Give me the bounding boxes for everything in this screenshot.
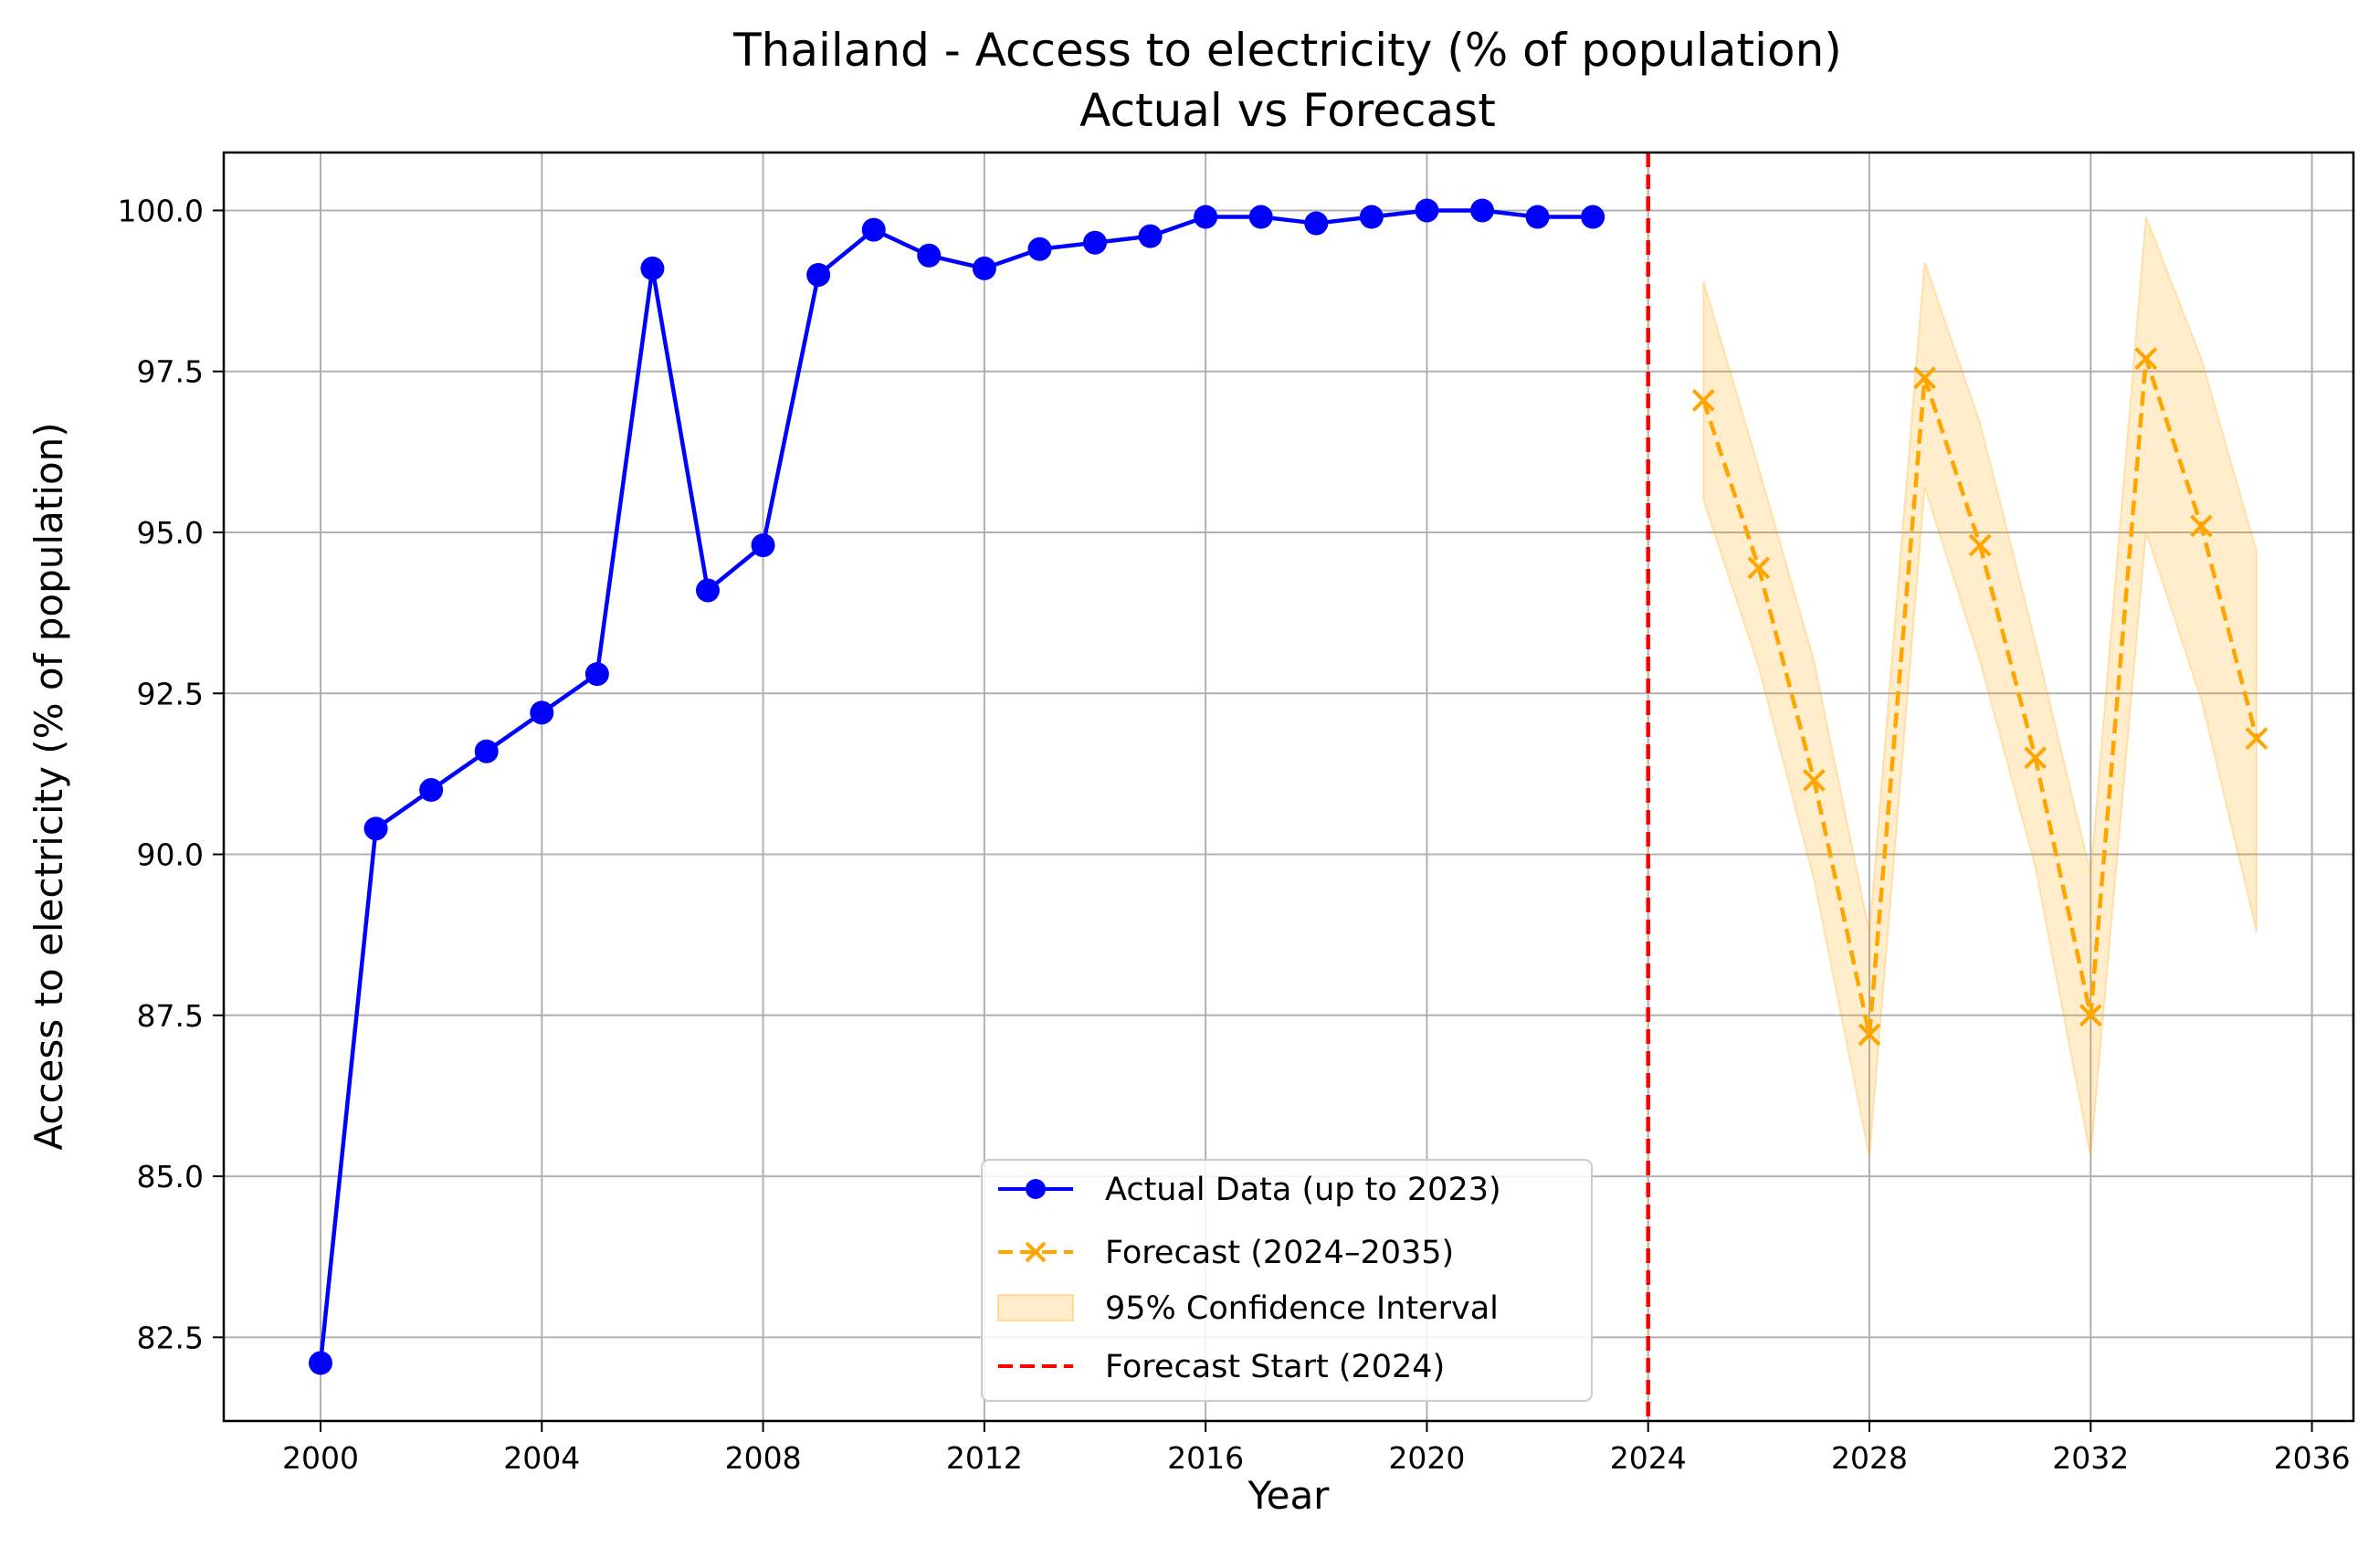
forecast-point bbox=[1913, 366, 1936, 390]
legend-box bbox=[981, 1159, 1593, 1402]
y-axis-ticks: 82.5 85.0 87.5 90.0 92.5 95.0 97.5 100.0 bbox=[118, 193, 224, 1355]
actual-point bbox=[419, 778, 444, 803]
actual-point bbox=[1525, 205, 1550, 229]
actual-point bbox=[1248, 205, 1273, 229]
y-tick-label: 82.5 bbox=[137, 1320, 204, 1355]
forecast-point bbox=[1691, 389, 1715, 412]
x-tick-label: 2016 bbox=[1167, 1440, 1244, 1476]
actual-point bbox=[972, 256, 996, 280]
x-tick-label: 2024 bbox=[1610, 1440, 1687, 1476]
x-tick-label: 2000 bbox=[282, 1440, 359, 1476]
plot-frame bbox=[222, 151, 2355, 1423]
actual-point bbox=[1415, 198, 1439, 223]
forecast-point bbox=[2024, 746, 2047, 770]
x-tick-label: 2032 bbox=[2052, 1440, 2129, 1476]
y-axis-label: Access to electricity (% of population) bbox=[26, 422, 71, 1150]
legend: Actual Data (up to 2023) Forecast (2024–… bbox=[981, 1159, 1593, 1402]
actual-point bbox=[1304, 211, 1329, 236]
forecast-point bbox=[2134, 347, 2158, 371]
forecast-point bbox=[1968, 533, 1992, 557]
legend-ci-swatch bbox=[997, 1294, 1074, 1321]
actual-point bbox=[917, 243, 942, 268]
chart-title: Thailand - Access to electricity (% of p… bbox=[732, 24, 1842, 77]
x-tick-label: 2020 bbox=[1388, 1440, 1465, 1476]
forecast-point bbox=[1747, 556, 1771, 580]
actual-point bbox=[1359, 205, 1384, 229]
actual-point bbox=[1470, 198, 1494, 223]
actual-point bbox=[363, 816, 388, 841]
y-tick-label: 100.0 bbox=[118, 193, 204, 228]
y-tick-label: 90.0 bbox=[137, 837, 204, 873]
forecast-point bbox=[2245, 727, 2268, 751]
forecast-point bbox=[1803, 769, 1826, 792]
x-axis-ticks: 2000 2004 2008 2012 2016 2020 2024 2028 2032 2036 bbox=[282, 1421, 2351, 1476]
actual-point bbox=[696, 578, 720, 603]
actual-point bbox=[861, 217, 886, 242]
actual-point bbox=[806, 262, 831, 287]
actual-point bbox=[530, 700, 554, 725]
forecast-point bbox=[1858, 1023, 1881, 1047]
y-tick-label: 85.0 bbox=[137, 1159, 204, 1194]
y-tick-label: 92.5 bbox=[137, 676, 204, 711]
y-tick-label: 97.5 bbox=[137, 354, 204, 390]
x-tick-label: 2004 bbox=[503, 1440, 580, 1476]
actual-point bbox=[474, 739, 499, 763]
x-axis-label: Year bbox=[1247, 1473, 1331, 1518]
actual-point bbox=[1194, 205, 1218, 229]
legend-forecast-label: Forecast (2024–2035) bbox=[1105, 1235, 1454, 1271]
chart-subtitle: Actual vs Forecast bbox=[1079, 84, 1496, 137]
actual-point bbox=[640, 256, 665, 280]
actual-point bbox=[751, 533, 775, 558]
actual-point bbox=[1581, 205, 1605, 229]
confidence-band bbox=[1702, 216, 2258, 1158]
x-tick-label: 2008 bbox=[725, 1440, 802, 1476]
legend-actual-marker bbox=[1026, 1179, 1046, 1199]
y-tick-label: 95.0 bbox=[137, 515, 204, 551]
forecast-point bbox=[2190, 514, 2213, 538]
actual-point bbox=[584, 662, 609, 687]
legend-forecast-marker bbox=[1025, 1241, 1047, 1263]
y-tick-label: 87.5 bbox=[137, 998, 204, 1034]
legend-ci-label: 95% Confidence Interval bbox=[1105, 1290, 1499, 1327]
x-tick-label: 2012 bbox=[946, 1440, 1023, 1476]
legend-actual-label: Actual Data (up to 2023) bbox=[1105, 1172, 1501, 1208]
actual-point bbox=[1027, 237, 1052, 261]
actual-point bbox=[309, 1351, 332, 1375]
legend-vline-label: Forecast Start (2024) bbox=[1105, 1349, 1445, 1385]
actual-point bbox=[1083, 230, 1107, 255]
actual-series-layer bbox=[309, 198, 1605, 1375]
confidence-band-layer bbox=[1702, 216, 2258, 1158]
x-tick-label: 2028 bbox=[1831, 1440, 1908, 1476]
forecast-point bbox=[2079, 1004, 2102, 1027]
x-tick-label: 2036 bbox=[2274, 1440, 2351, 1476]
forecast-series-layer bbox=[1691, 347, 2268, 1047]
actual-point bbox=[1138, 224, 1163, 248]
